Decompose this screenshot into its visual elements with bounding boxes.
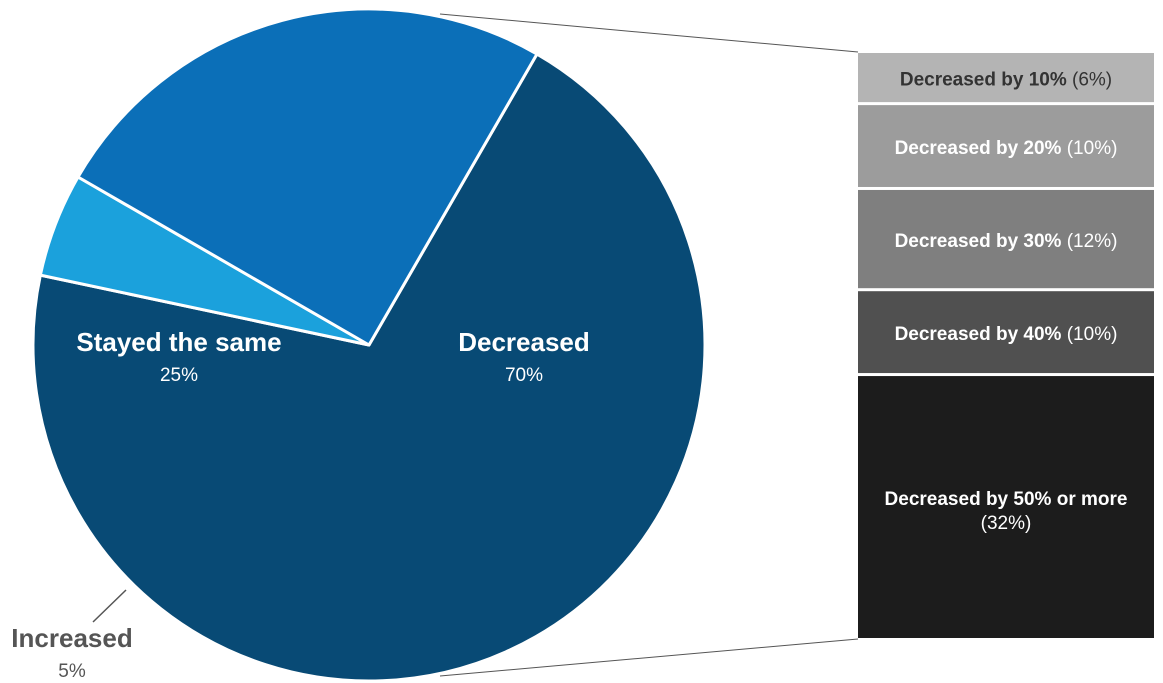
breakdown-segment (858, 291, 1154, 374)
breakdown-label: Decreased by 20% (10%) (895, 138, 1118, 159)
breakdown-segment (858, 376, 1154, 638)
connector-line-top (439, 13, 859, 53)
breakdown-segment (858, 53, 1154, 103)
breakdown-label: Decreased by 30% (12%) (895, 231, 1118, 252)
pie-slice-decreased (31, 52, 707, 683)
connector-line-bottom (439, 638, 859, 677)
breakdown-label: Decreased by 40% (10%) (895, 324, 1118, 345)
slice-label-increased: Increased 5% (11, 623, 132, 682)
breakdown-label: Decreased by 10% (6%) (900, 70, 1112, 91)
increased-leader-line (92, 589, 127, 623)
slice-label-decreased: Decreased 70% (458, 327, 590, 386)
breakdown-label: Decreased by 50% or more (32%) (885, 489, 1128, 534)
connector-lines (92, 13, 859, 677)
breakdown-segment (858, 189, 1154, 289)
pie-group (31, 7, 707, 683)
breakdown-bar-group (858, 53, 1154, 638)
breakdown-segment (858, 105, 1154, 187)
slice-label-stayed-the-same: Stayed the same 25% (76, 327, 281, 386)
pie-slice-stayed-the-same (76, 7, 539, 347)
